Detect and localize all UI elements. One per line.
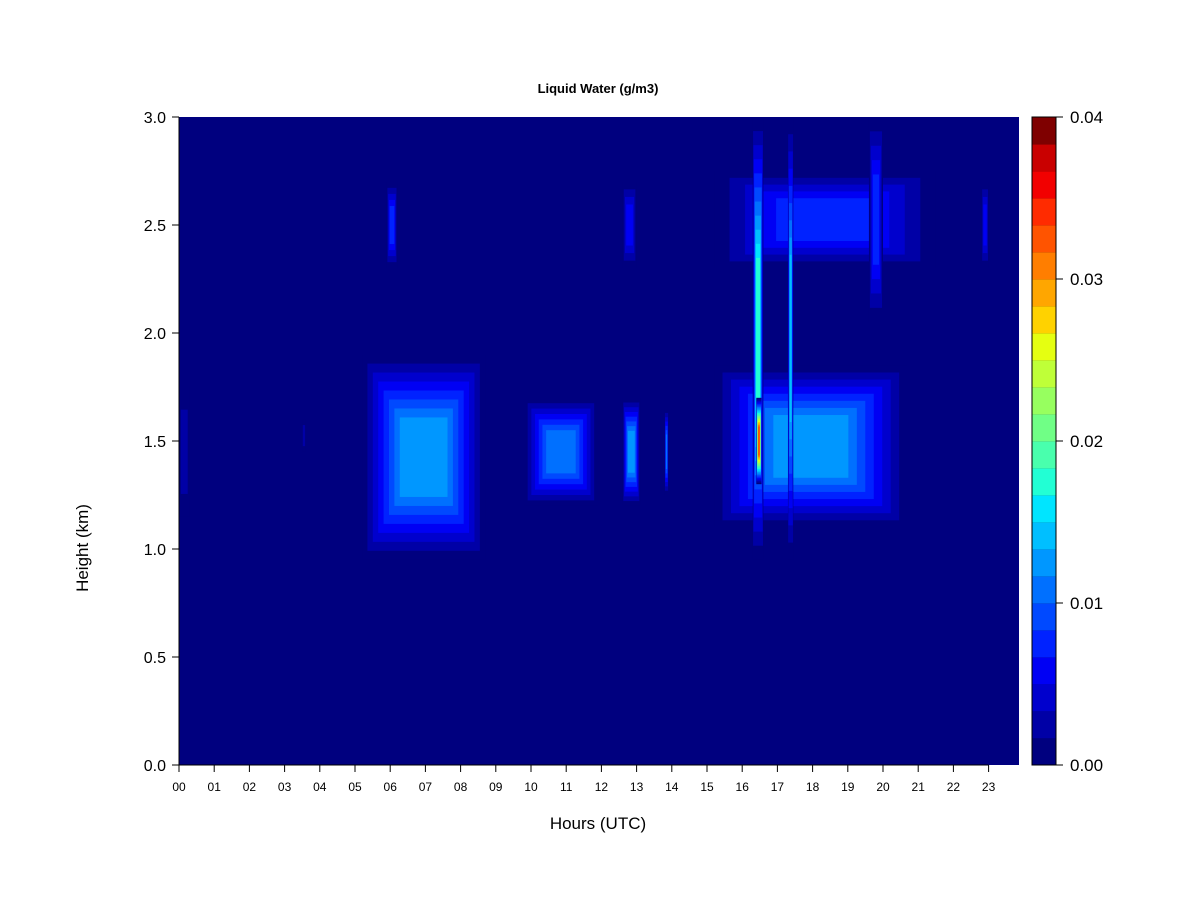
heatmap-cloud-feature xyxy=(362,354,486,560)
heatmap-cloud-feature xyxy=(756,397,762,485)
x-axis: 00 01 02 03 04 05 06 07 08 09 10 11 12 13 14 15 16 17 18 19… xyxy=(172,764,996,794)
x-tick-label: 17 xyxy=(771,780,785,794)
x-tick-label: 05 xyxy=(348,780,362,794)
colorbar-tick-label: 0.04 xyxy=(1070,108,1103,127)
colorbar-segment xyxy=(1032,603,1056,631)
heatmap-cloud-feature xyxy=(664,408,669,495)
colorbar: 0.00 0.01 0.02 0.03 0.04 xyxy=(1031,108,1103,775)
x-tick-label: 06 xyxy=(384,780,398,794)
heatmap-cell xyxy=(665,434,668,470)
x-tick-label: 23 xyxy=(982,780,996,794)
x-tick-label: 19 xyxy=(841,780,855,794)
heatmap-cloud-feature xyxy=(523,397,598,506)
heatmap-cell xyxy=(302,425,306,447)
y-tick-label: 1.5 xyxy=(144,434,166,451)
x-tick-label: 02 xyxy=(243,780,257,794)
x-tick-label: 21 xyxy=(912,780,926,794)
colorbar-segment xyxy=(1032,144,1056,172)
heatmap-cloud-feature xyxy=(302,419,306,452)
x-tick-label: 07 xyxy=(419,780,433,794)
heatmap-cloud-feature xyxy=(179,387,190,517)
x-tick-label: 04 xyxy=(313,780,327,794)
colorbar-segment xyxy=(1032,279,1056,307)
colorbar-segment xyxy=(1032,387,1056,415)
x-tick-label: 15 xyxy=(700,780,714,794)
colorbar-tick-label: 0.01 xyxy=(1070,594,1103,613)
y-tick-label: 0.5 xyxy=(144,650,166,667)
plot-area xyxy=(179,117,1019,765)
x-tick-label: 09 xyxy=(489,780,503,794)
x-axis-title: Hours (UTC) xyxy=(550,814,646,833)
heatmap-cell xyxy=(789,254,792,423)
heatmap-cell xyxy=(389,205,395,245)
chart-title: Liquid Water (g/m3) xyxy=(538,81,659,96)
colorbar-segment xyxy=(1032,684,1056,712)
colorbar-segment xyxy=(1032,252,1056,280)
x-tick-label: 22 xyxy=(947,780,961,794)
colorbar-segment xyxy=(1032,225,1056,253)
colorbar-segment xyxy=(1032,117,1056,145)
colorbar-segment xyxy=(1032,414,1056,442)
colorbar-segment xyxy=(1032,360,1056,388)
colorbar-segment xyxy=(1032,576,1056,604)
colorbar-segment xyxy=(1032,522,1056,550)
x-tick-label: 14 xyxy=(665,780,679,794)
heatmap-cloud-feature xyxy=(981,181,989,269)
colorbar-segment xyxy=(1032,198,1056,226)
colorbar-segment xyxy=(1032,711,1056,739)
colorbar-segment xyxy=(1032,468,1056,496)
colorbar-segment xyxy=(1032,306,1056,334)
heatmap-cloud-feature xyxy=(752,117,764,560)
colorbar-segment xyxy=(1032,738,1056,766)
x-tick-label: 16 xyxy=(736,780,750,794)
heatmap-cloud-feature xyxy=(622,181,637,269)
x-tick-label: 12 xyxy=(595,780,609,794)
heatmap-cloud-feature xyxy=(386,181,398,269)
x-tick-label: 10 xyxy=(524,780,538,794)
colorbar-segment xyxy=(1032,495,1056,523)
colorbar-segment xyxy=(1032,549,1056,577)
heatmap-cloud-feature xyxy=(714,365,908,528)
heatmap-cell xyxy=(180,409,188,494)
y-tick-label: 2.5 xyxy=(144,218,166,235)
y-tick-label: 2.0 xyxy=(144,326,166,343)
colorbar-segment xyxy=(1032,441,1056,469)
heatmap-cloud-feature xyxy=(787,117,794,560)
colorbar-segment xyxy=(1032,333,1056,361)
y-tick-label: 1.0 xyxy=(144,542,166,559)
heatmap-cell xyxy=(983,204,987,246)
colorbar-segment xyxy=(1032,657,1056,685)
heatmap-cell xyxy=(626,204,633,246)
x-tick-label: 08 xyxy=(454,780,468,794)
y-tick-label: 3.0 xyxy=(144,110,166,127)
colorbar-tick-label: 0.00 xyxy=(1070,756,1103,775)
heatmap-cell xyxy=(546,430,576,474)
x-tick-label: 20 xyxy=(876,780,890,794)
heatmap-cloud-feature xyxy=(868,117,883,323)
colorbar-segment xyxy=(1032,630,1056,658)
colorbar-tick-label: 0.02 xyxy=(1070,432,1103,451)
x-tick-label: 00 xyxy=(172,780,186,794)
heatmap-cell xyxy=(758,426,760,456)
x-tick-label: 18 xyxy=(806,780,820,794)
heatmap-cell xyxy=(399,417,448,497)
x-tick-label: 11 xyxy=(560,780,573,794)
y-axis: 0.0 0.5 1.0 1.5 2.0 2.5 3.0 xyxy=(144,110,180,775)
y-tick-label: 0.0 xyxy=(144,758,166,775)
colorbar-segment xyxy=(1032,171,1056,199)
x-tick-label: 01 xyxy=(208,780,222,794)
heatmap-cell xyxy=(756,257,760,419)
heatmap-cell xyxy=(773,415,849,478)
heatmap-cloud-feature xyxy=(622,397,641,506)
x-tick-label: 03 xyxy=(278,780,292,794)
heatmap-cell xyxy=(872,174,880,265)
y-axis-title: Height (km) xyxy=(73,504,92,592)
x-tick-label: 13 xyxy=(630,780,644,794)
colorbar-tick-label: 0.03 xyxy=(1070,270,1103,289)
heatmap-cell xyxy=(627,430,635,473)
heatmap-cloud-feature xyxy=(714,171,936,269)
